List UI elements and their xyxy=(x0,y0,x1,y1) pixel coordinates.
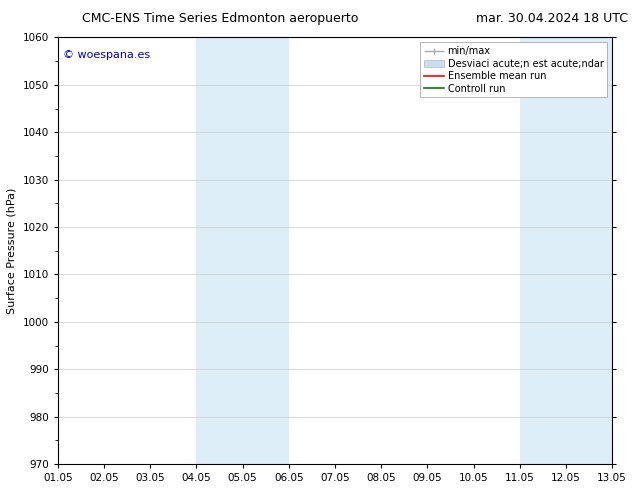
Bar xyxy=(520,38,566,464)
Bar xyxy=(566,38,612,464)
Legend: min/max, Desviaci acute;n est acute;ndar, Ensemble mean run, Controll run: min/max, Desviaci acute;n est acute;ndar… xyxy=(420,42,607,98)
Text: mar. 30.04.2024 18 UTC: mar. 30.04.2024 18 UTC xyxy=(476,12,628,25)
Text: CMC-ENS Time Series Edmonton aeropuerto: CMC-ENS Time Series Edmonton aeropuerto xyxy=(82,12,359,25)
Bar xyxy=(197,38,243,464)
Bar xyxy=(243,38,288,464)
Text: © woespana.es: © woespana.es xyxy=(63,50,150,60)
Y-axis label: Surface Pressure (hPa): Surface Pressure (hPa) xyxy=(7,188,17,314)
